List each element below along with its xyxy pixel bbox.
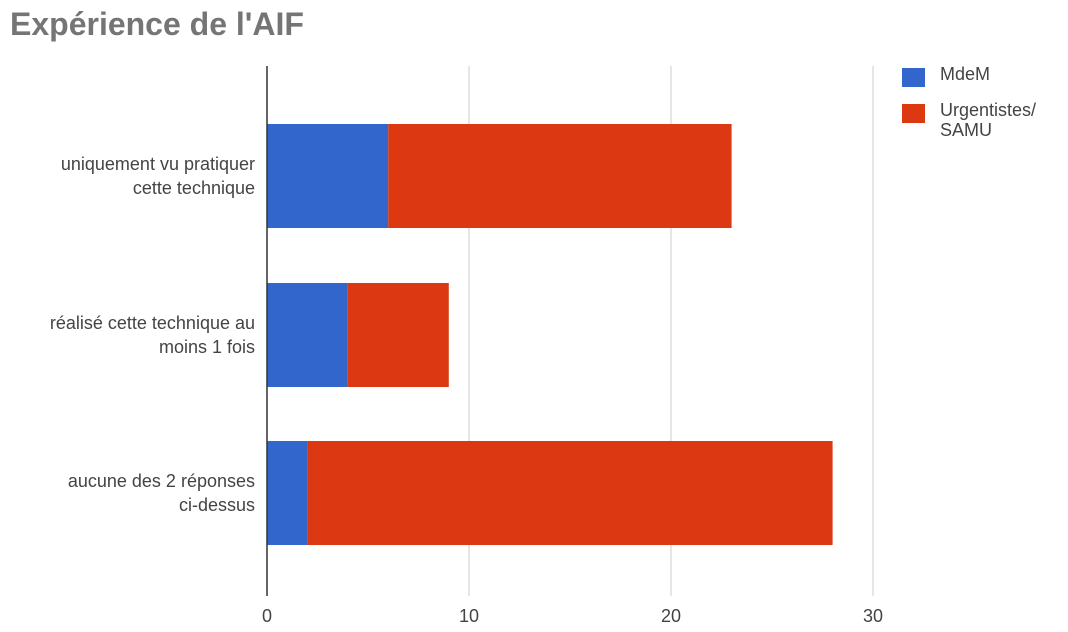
category-label-line: aucune des 2 réponses: [67, 471, 255, 491]
bar-mdem-1: [267, 283, 348, 387]
legend-item-mdem: MdeM: [902, 64, 1050, 88]
legend-label-mdem: MdeM: [940, 64, 991, 84]
legend-swatch-mdem: [902, 68, 925, 87]
x-tick-label: 10: [458, 606, 480, 626]
category-label-0: uniquement vu pratiquer cette technique: [0, 152, 255, 200]
category-label-line: uniquement vu pratiquer: [60, 154, 255, 174]
bar-urgentistes-1: [347, 283, 449, 387]
legend: MdeM Urgentistes/ SAMU: [902, 64, 1050, 152]
category-label-line: moins 1 fois: [158, 337, 255, 357]
category-label-line: ci-dessus: [178, 495, 255, 515]
bar-urgentistes-2: [307, 441, 833, 545]
category-label-1: réalisé cette technique au moins 1 fois: [0, 311, 255, 359]
legend-label-urgentistes: Urgentistes/ SAMU: [940, 100, 1037, 140]
legend-swatch-urgentistes: [902, 104, 925, 123]
bars: [267, 124, 833, 545]
bar-mdem-2: [267, 441, 308, 545]
x-tick-label: 20: [660, 606, 682, 626]
x-tick-label: 0: [261, 606, 272, 626]
category-label-2: aucune des 2 réponses ci-dessus: [0, 469, 255, 517]
x-tick-label: 30: [862, 606, 884, 626]
legend-item-urgentistes: Urgentistes/ SAMU: [902, 100, 1050, 140]
category-label-line: cette technique: [132, 178, 255, 198]
category-label-line: réalisé cette technique au: [49, 313, 255, 333]
chart-title: Expérience de l'AIF: [10, 6, 304, 42]
bar-urgentistes-0: [388, 124, 732, 228]
bar-mdem-0: [267, 124, 389, 228]
